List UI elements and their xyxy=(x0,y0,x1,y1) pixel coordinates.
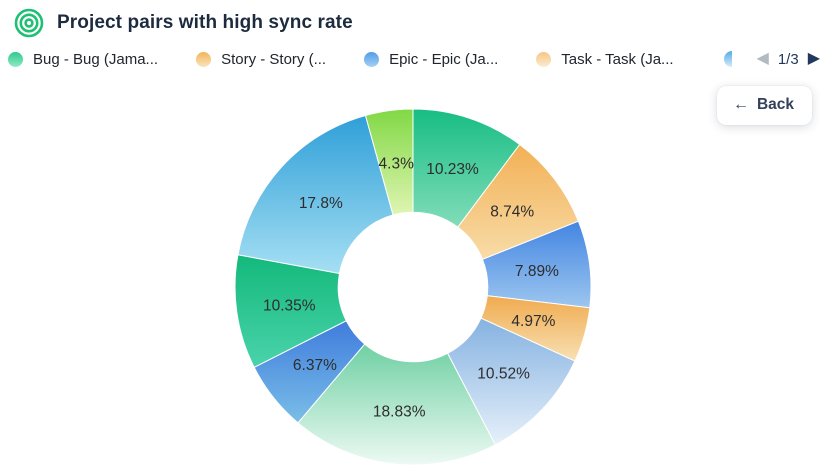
prev-page-icon[interactable]: ◀ xyxy=(756,50,769,67)
legend-item[interactable]: Story - Story (... xyxy=(196,51,326,68)
legend-item-label: Story - Story (... xyxy=(221,50,327,68)
next-page-icon[interactable]: ▶ xyxy=(807,50,820,67)
legend-swatch-partial xyxy=(723,51,732,67)
slice-label: 10.23% xyxy=(426,161,479,178)
donut-slices xyxy=(234,108,592,466)
legend-item-label: Epic - Epic (Ja... xyxy=(389,50,499,68)
donut-slice[interactable] xyxy=(364,108,414,216)
legend-swatch xyxy=(196,51,212,67)
slice-label: 17.8% xyxy=(299,195,343,212)
legend-swatch xyxy=(8,51,23,67)
back-button[interactable]: ← Back xyxy=(716,86,812,125)
legend-item[interactable]: Bug - Bug (Jama... xyxy=(8,51,158,68)
page-title: Project pairs with high sync rate xyxy=(57,12,353,33)
slice-label: 18.83% xyxy=(373,404,426,421)
legend-item[interactable]: Epic - Epic (Ja... xyxy=(364,51,498,68)
legend-pager: ◀ 1/3 ▶ xyxy=(723,46,820,72)
legend-swatch xyxy=(536,51,552,67)
donut-labels: 10.23% 8.74% 7.89% 4.97% 10.52% 18.83% 6.37% 10… xyxy=(263,156,559,421)
widget-header: Project pairs with high sync rate xyxy=(12,6,353,40)
back-button-label: Back xyxy=(756,96,794,113)
page-indicator: 1/3 xyxy=(777,50,799,68)
donut-slice[interactable] xyxy=(237,114,394,275)
target-icon xyxy=(14,8,44,38)
back-arrow-icon: ← xyxy=(732,96,749,113)
legend: Bug - Bug (Jama... Story - Story (... Epic… xyxy=(8,46,828,72)
slice-label: 6.37% xyxy=(293,357,337,374)
legend-item-label: Bug - Bug (Jama... xyxy=(33,50,159,68)
slice-label: 4.3% xyxy=(379,156,415,173)
slice-label: 4.97% xyxy=(511,313,555,330)
legend-swatch xyxy=(364,51,380,67)
donut-slice[interactable] xyxy=(297,343,496,466)
slice-label: 8.74% xyxy=(490,204,534,221)
legend-items: Bug - Bug (Jama... Story - Story (... Epic… xyxy=(8,51,674,68)
legend-item-label: Task - Task (Ja... xyxy=(561,50,674,68)
slice-label: 7.89% xyxy=(515,263,559,280)
slice-label: 10.52% xyxy=(477,366,530,383)
legend-item-partial[interactable] xyxy=(723,51,732,67)
slice-label: 10.35% xyxy=(263,297,316,314)
legend-item[interactable]: Task - Task (Ja... xyxy=(536,50,674,68)
